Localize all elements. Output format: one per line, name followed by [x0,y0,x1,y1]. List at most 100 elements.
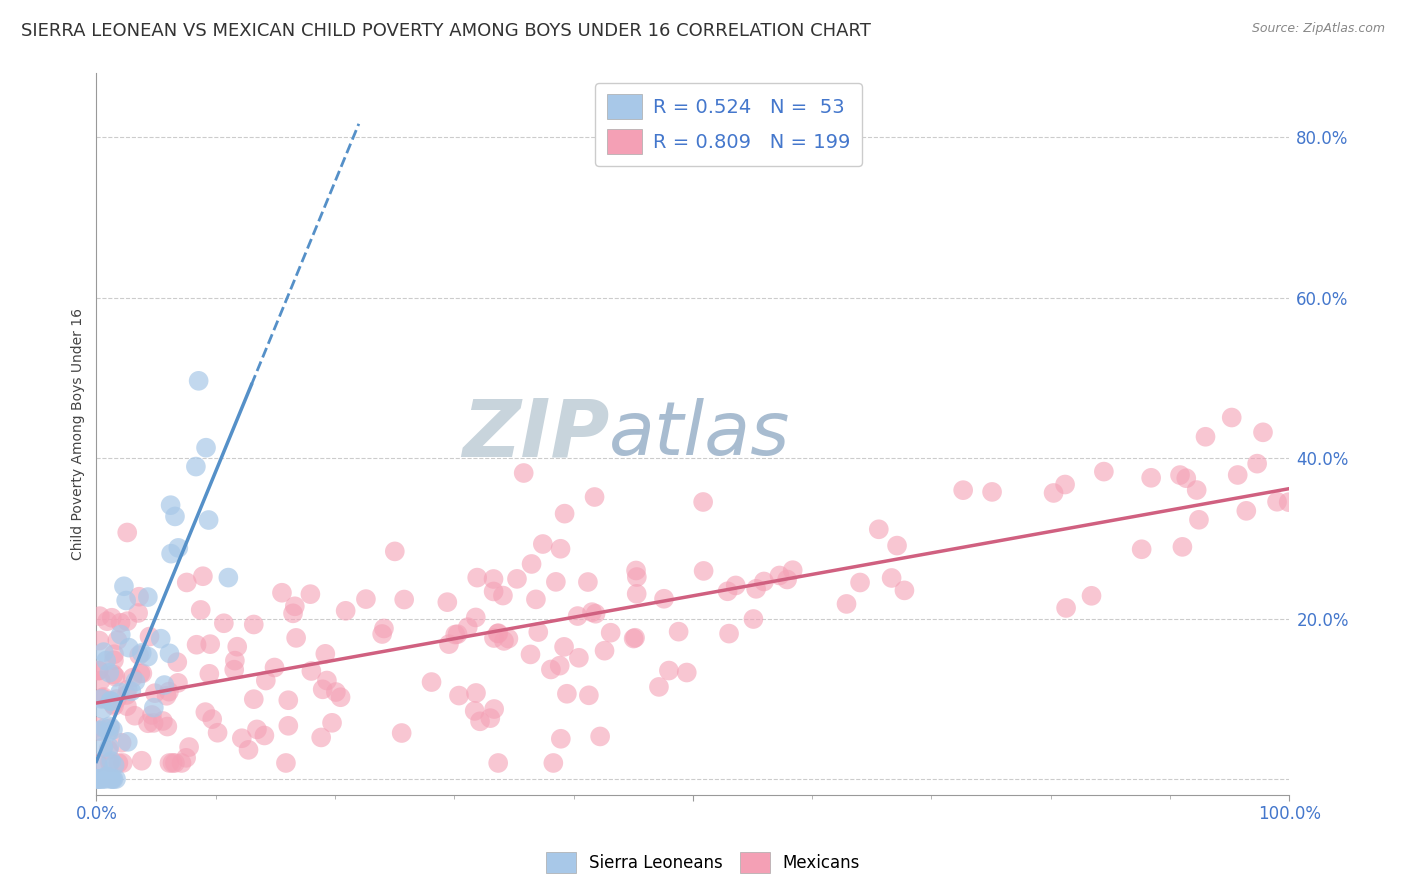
Point [668,624,690,639]
Point [299,664,322,678]
Point [623,632,645,646]
Point [89,724,111,739]
Point [329,690,352,705]
Point [593,643,616,657]
Point [1194,430,1216,444]
Point [578,688,600,702]
Point [96,770,118,784]
Point [91,740,114,755]
Point [149,632,172,646]
Point [217,571,239,585]
Point [167,676,190,690]
Point [159,756,181,770]
Point [191,569,214,583]
Point [465,571,488,585]
Point [271,586,294,600]
Point [567,609,589,624]
Legend: Sierra Leoneans, Mexicans: Sierra Leoneans, Mexicans [538,846,868,880]
Point [111,756,134,770]
Point [91,772,114,786]
Point [981,484,1004,499]
Point [128,590,150,604]
Point [89,609,111,624]
Point [274,756,297,770]
Point [104,758,127,772]
Point [184,459,207,474]
Point [1246,457,1268,471]
Point [87,772,110,786]
Point [589,730,612,744]
Point [207,725,229,739]
Point [159,646,181,660]
Point [136,716,159,731]
Point [782,563,804,577]
Point [87,772,110,786]
Point [325,685,347,699]
Point [277,693,299,707]
Point [576,574,599,589]
Point [886,539,908,553]
Point [952,483,974,498]
Point [314,647,336,661]
Point [243,692,266,706]
Point [131,646,153,660]
Point [437,637,460,651]
Point [479,711,502,725]
Point [373,622,395,636]
Text: Source: ZipAtlas.com: Source: ZipAtlas.com [1251,22,1385,36]
Point [97,743,120,757]
Point [103,698,125,713]
Point [506,572,529,586]
Point [465,686,488,700]
Point [86,772,108,786]
Point [98,721,121,735]
Point [190,603,212,617]
Point [107,756,129,770]
Point [1265,494,1288,508]
Point [131,754,153,768]
Point [486,756,509,770]
Point [115,593,138,607]
Point [93,721,115,735]
Point [354,592,377,607]
Point [101,611,124,625]
Point [498,632,520,646]
Point [519,648,541,662]
Point [198,666,221,681]
Point [1175,471,1198,485]
Point [104,670,127,684]
Point [136,590,159,604]
Point [512,466,534,480]
Point [159,498,181,512]
Point [253,729,276,743]
Point [486,626,509,640]
Point [312,682,335,697]
Point [309,731,332,745]
Point [115,525,138,540]
Point [141,708,163,723]
Text: SIERRA LEONEAN VS MEXICAN CHILD POVERTY AMONG BOYS UNDER 16 CORRELATION CHART: SIERRA LEONEAN VS MEXICAN CHILD POVERTY … [21,22,870,40]
Point [93,690,115,704]
Point [121,671,143,685]
Point [321,715,343,730]
Point [101,772,124,786]
Point [176,575,198,590]
Point [98,719,121,733]
Point [179,739,201,754]
Point [281,607,304,621]
Point [138,630,160,644]
Point [1054,477,1077,491]
Point [1168,468,1191,483]
Point [543,756,565,770]
Point [1251,425,1274,440]
Point [163,756,186,770]
Point [835,597,858,611]
Point [464,610,486,624]
Point [111,736,134,750]
Point [170,756,193,770]
Point [101,723,124,737]
Point [112,579,135,593]
Point [115,688,138,702]
Point [90,673,112,688]
Point [447,689,470,703]
